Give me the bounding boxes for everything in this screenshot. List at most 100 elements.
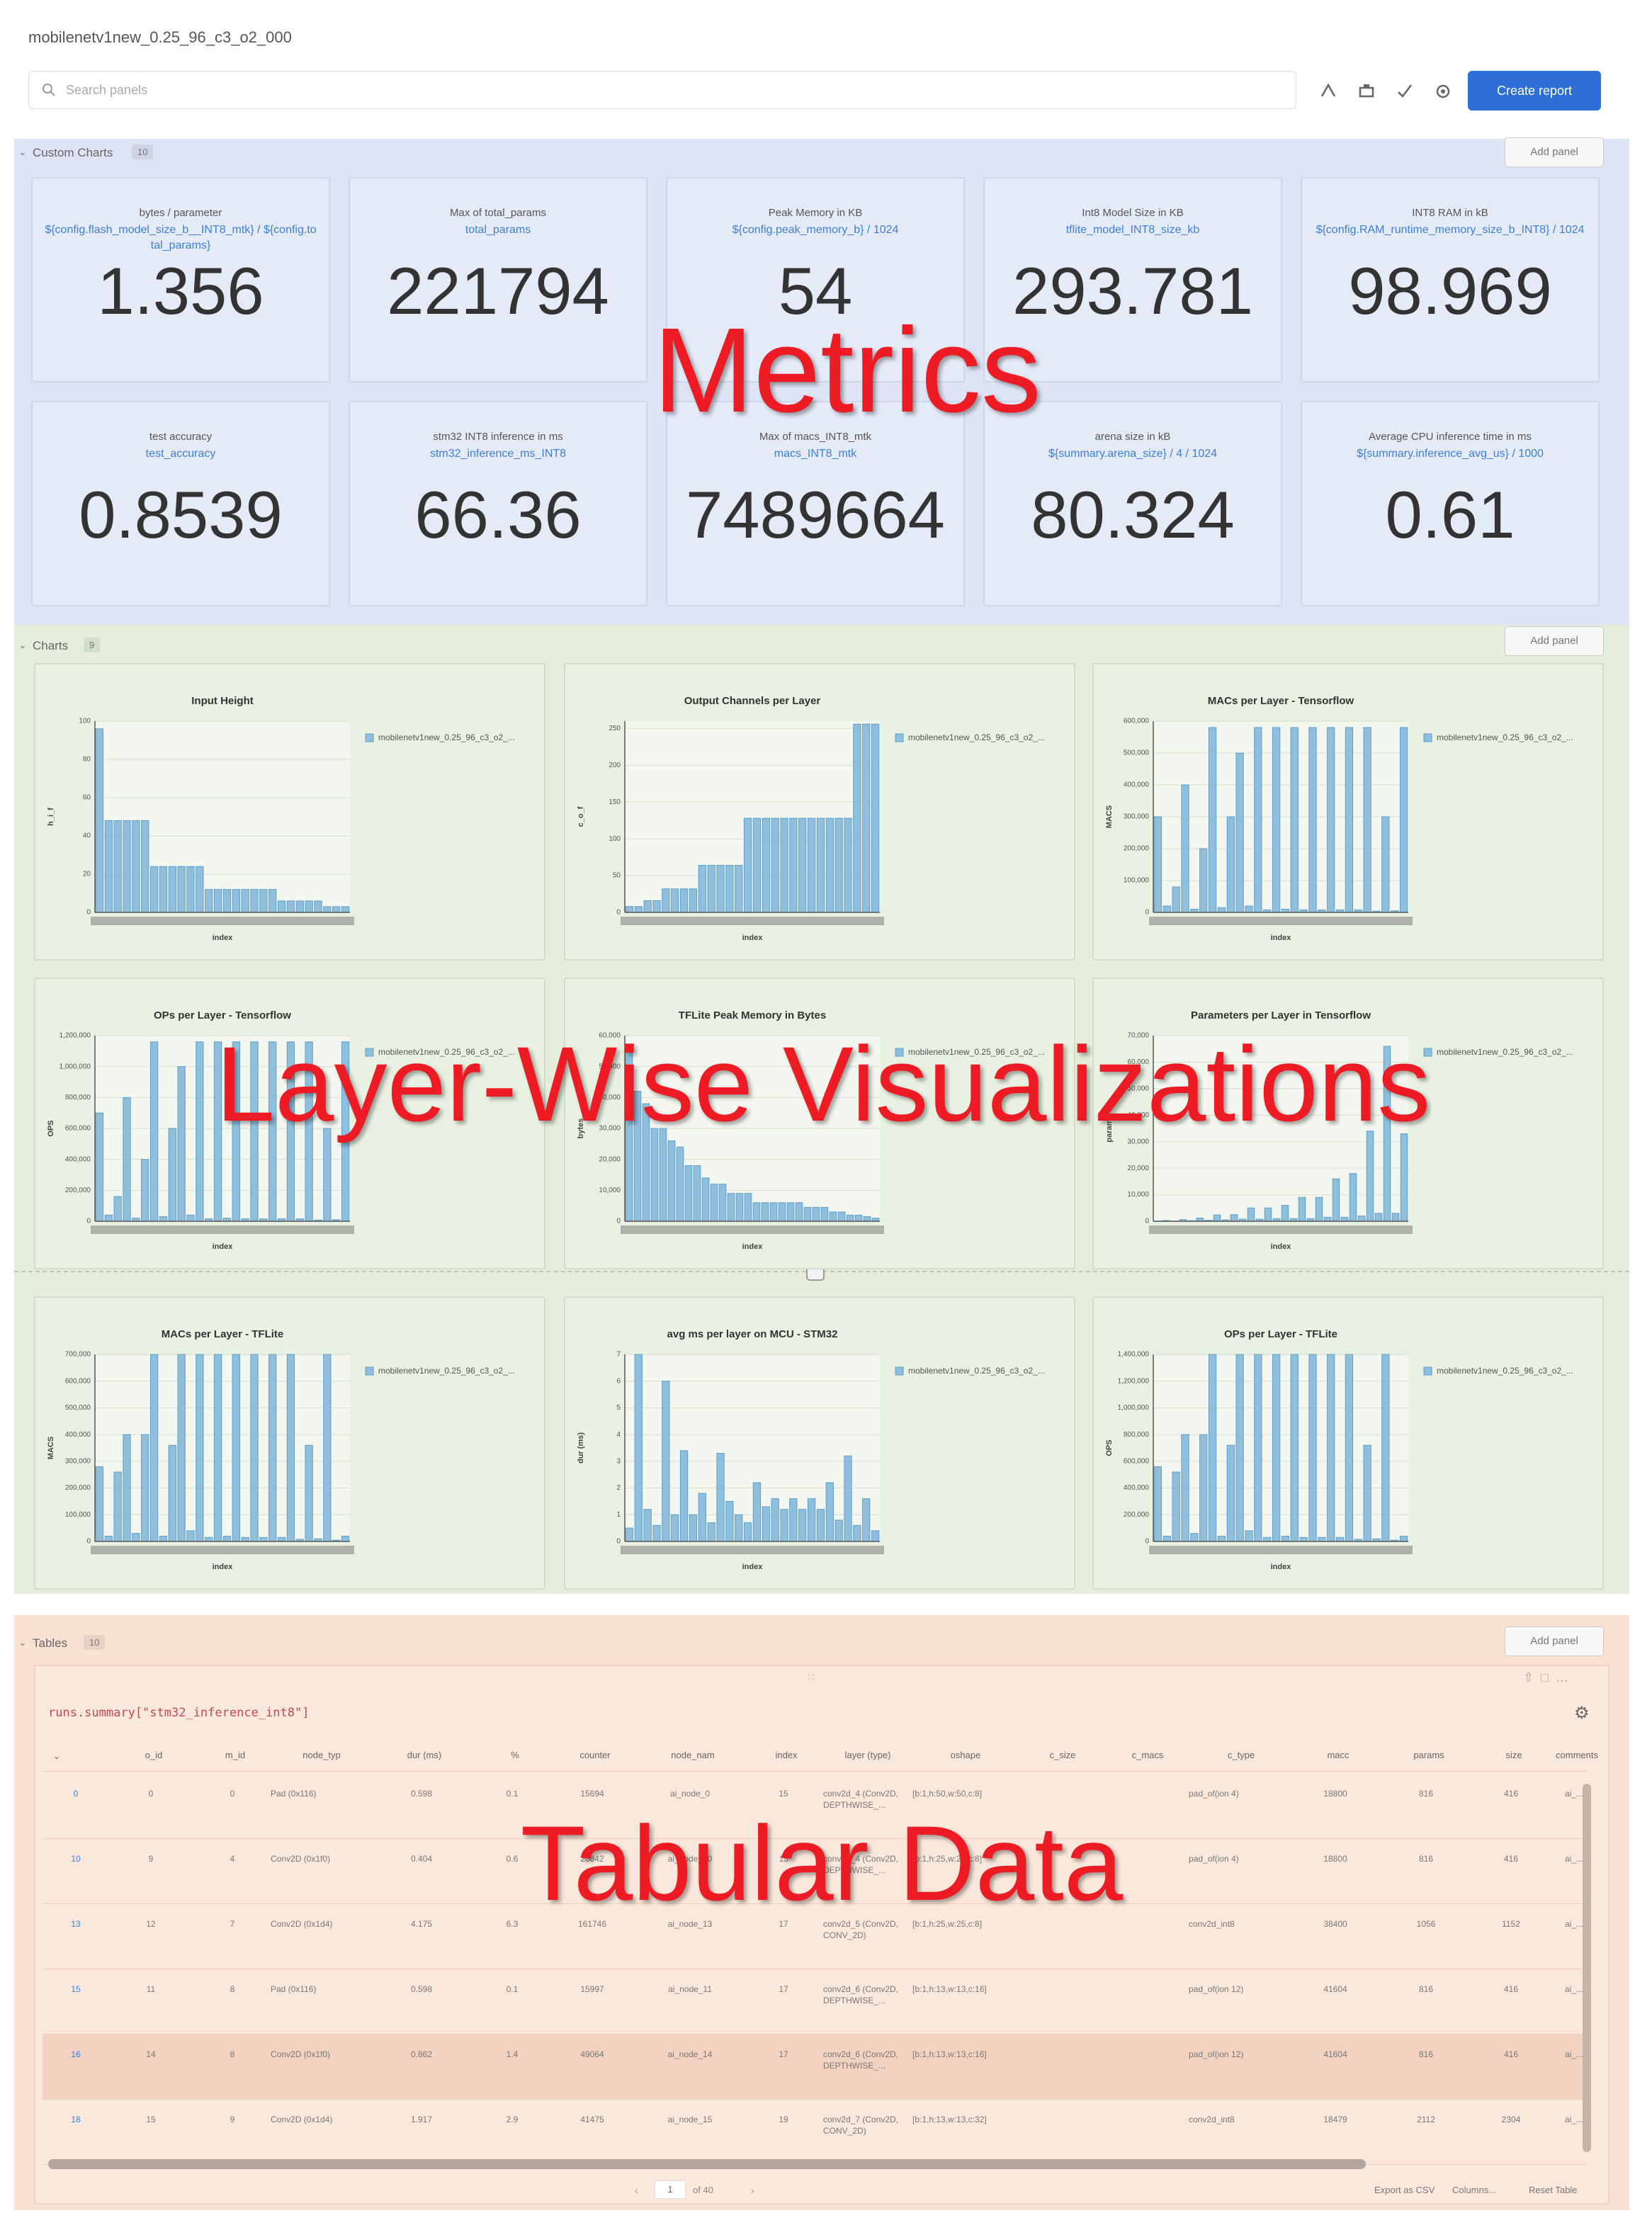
- column-header: dur (ms): [407, 1750, 442, 1760]
- table-cell: ai_...: [1564, 1789, 1583, 1799]
- add-panel-button[interactable]: Add panel: [1505, 626, 1604, 656]
- table-cell: ai_node_10: [667, 1854, 713, 1864]
- y-tick-label: 50,000: [599, 1063, 621, 1070]
- y-tick-label: 0: [86, 909, 91, 917]
- bar: [323, 906, 332, 913]
- table-row: 10 9 4 Conv2D (0x1f0) 0.404 0.6 20842 ai_node_1…: [43, 1839, 1587, 1904]
- bar: [771, 1498, 779, 1542]
- row-link[interactable]: 15: [71, 1984, 81, 1994]
- table-cell: 1056: [1416, 1919, 1436, 1929]
- add-panel-button[interactable]: Add panel: [1505, 137, 1604, 167]
- legend-swatch: [895, 733, 904, 742]
- row-link[interactable]: 13: [71, 1919, 81, 1929]
- panel-controls[interactable]: ⇧□…: [1523, 1670, 1575, 1685]
- table-cell: 161746: [577, 1919, 607, 1929]
- row-link[interactable]: 18: [71, 2115, 81, 2124]
- section-name[interactable]: Charts: [33, 639, 69, 652]
- table-cell: Conv2D (0x1d4): [271, 1919, 333, 1929]
- page-prev[interactable]: ‹: [635, 2185, 638, 2196]
- metric-expression: ${config.RAM_runtime_memory_size_b_INT8}…: [1316, 224, 1585, 236]
- bar: [241, 889, 249, 913]
- x-tick-labels-blur: [91, 1226, 354, 1234]
- bar: [241, 1536, 249, 1542]
- bar: [141, 1434, 149, 1542]
- metric-value: 98.969: [1348, 254, 1552, 328]
- metric-value: 54: [778, 254, 853, 328]
- bar: [132, 820, 140, 913]
- y-tick-label: 10,000: [599, 1187, 621, 1194]
- y-tick-label: 10,000: [1127, 1191, 1149, 1199]
- legend-label: mobilenetv1new_0.25_96_c3_o2_...: [1437, 1366, 1573, 1376]
- bar: [341, 906, 350, 913]
- bar: [778, 1202, 786, 1222]
- metric-title: Peak Memory in KB: [768, 207, 863, 219]
- horizontal-scrollbar[interactable]: [48, 2159, 1366, 2169]
- y-tick-label: 300,000: [1124, 813, 1150, 821]
- row-link[interactable]: 0: [73, 1789, 79, 1799]
- footer-button[interactable]: Columns...: [1452, 2185, 1497, 2195]
- table-cell: ai_...: [1564, 1984, 1583, 1994]
- footer-button[interactable]: Reset Table: [1529, 2185, 1578, 2195]
- bar: [643, 1509, 652, 1542]
- table-cell: 15: [779, 1854, 788, 1864]
- add-panel-button[interactable]: Add panel: [1505, 1626, 1604, 1656]
- table-cell: ai_node_15: [667, 2115, 713, 2124]
- create-report-button[interactable]: Create report: [1468, 71, 1601, 111]
- search-box[interactable]: Search panels: [28, 71, 1296, 109]
- section-name[interactable]: Custom Charts: [33, 146, 113, 159]
- bar: [1217, 907, 1226, 913]
- toolbar-icon[interactable]: [1396, 82, 1414, 101]
- chart-panel: OPs per Layer - Tensorflow 0 200,000 400,00…: [34, 978, 545, 1269]
- bar: [1208, 727, 1217, 913]
- table-row: 0 0 0 Pad (0x116) 0.598 0.1 15694 ai_node_0 15 co…: [43, 1774, 1587, 1839]
- y-tick-label: 100,000: [65, 1511, 91, 1519]
- chart-title: OPs per Layer - Tensorflow: [154, 1009, 291, 1021]
- bar: [1190, 1533, 1199, 1542]
- y-tick-label: 30,000: [1127, 1138, 1149, 1145]
- bar: [132, 1533, 140, 1542]
- bar: [1327, 1354, 1335, 1542]
- metric-value: 0.8539: [79, 477, 283, 552]
- toolbar-icon[interactable]: [1357, 82, 1376, 101]
- bar: [684, 1165, 693, 1222]
- column-header: m_id: [225, 1750, 246, 1760]
- row-link[interactable]: 16: [71, 2049, 81, 2059]
- y-tick-label: 60: [83, 794, 91, 802]
- bar: [268, 1354, 277, 1542]
- table-cell: 816: [1418, 2049, 1434, 2059]
- bar: [803, 1206, 812, 1222]
- toolbar-icon[interactable]: [1434, 82, 1452, 101]
- y-tick-label: 500,000: [65, 1404, 91, 1412]
- bar: [1230, 1214, 1238, 1222]
- bar: [752, 1482, 762, 1542]
- y-axis-label: MACS: [1105, 805, 1114, 828]
- table-cell: conv2d_6 (Conv2D, DEPTHWISE_...: [823, 2049, 899, 2071]
- bar: [812, 1206, 820, 1222]
- bar: [113, 820, 122, 913]
- table-cell: pad_of(ion 12): [1189, 1984, 1244, 1994]
- x-axis-label: index: [213, 1243, 234, 1251]
- search-icon: [43, 84, 55, 96]
- toolbar-icon[interactable]: [1319, 82, 1337, 101]
- vertical-scrollbar[interactable]: [1583, 1784, 1591, 2152]
- page-next[interactable]: ›: [751, 2185, 754, 2196]
- y-tick-label: 1,200,000: [1118, 1377, 1150, 1385]
- bar: [727, 1193, 735, 1222]
- bar: [625, 906, 634, 913]
- bar: [295, 900, 304, 913]
- metric-value: 1.356: [97, 254, 264, 328]
- section-name[interactable]: Tables: [33, 1636, 68, 1650]
- bar: [1332, 1178, 1340, 1222]
- y-tick-label: 50: [613, 872, 621, 880]
- metric-card: Max of total_params total_params 221794: [349, 177, 647, 383]
- x-axis-label: index: [1271, 934, 1292, 942]
- table-cell: 0: [230, 1789, 235, 1799]
- row-link[interactable]: 10: [71, 1854, 81, 1864]
- page-input[interactable]: 1: [655, 2180, 686, 2199]
- table-cell: 0.1: [506, 1984, 519, 1994]
- chart: MACs per Layer - Tensorflow 0 100,000 200,0…: [1105, 695, 1573, 942]
- settings-icon[interactable]: ⚙: [1574, 1704, 1590, 1723]
- bar: [825, 817, 834, 913]
- footer-button[interactable]: Export as CSV: [1374, 2185, 1435, 2195]
- bar: [95, 1466, 104, 1542]
